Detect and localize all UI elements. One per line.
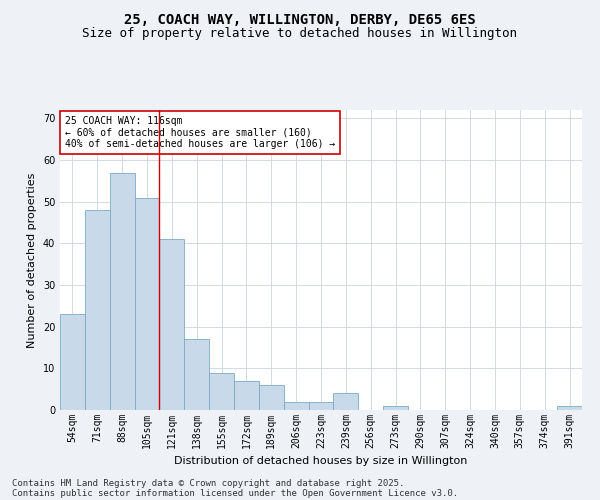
Bar — [60, 314, 85, 410]
Text: Size of property relative to detached houses in Willington: Size of property relative to detached ho… — [83, 28, 517, 40]
Bar — [383, 406, 408, 410]
Bar — [557, 406, 582, 410]
Bar — [308, 402, 334, 410]
Bar — [184, 339, 209, 410]
Bar — [134, 198, 160, 410]
Bar — [110, 172, 134, 410]
Bar — [334, 394, 358, 410]
X-axis label: Distribution of detached houses by size in Willington: Distribution of detached houses by size … — [175, 456, 467, 466]
Text: Contains public sector information licensed under the Open Government Licence v3: Contains public sector information licen… — [12, 488, 458, 498]
Bar — [160, 239, 184, 410]
Bar — [259, 385, 284, 410]
Bar — [85, 210, 110, 410]
Bar — [234, 381, 259, 410]
Bar — [209, 372, 234, 410]
Text: Contains HM Land Registry data © Crown copyright and database right 2025.: Contains HM Land Registry data © Crown c… — [12, 478, 404, 488]
Text: 25 COACH WAY: 116sqm
← 60% of detached houses are smaller (160)
40% of semi-deta: 25 COACH WAY: 116sqm ← 60% of detached h… — [65, 116, 335, 149]
Bar — [284, 402, 308, 410]
Text: 25, COACH WAY, WILLINGTON, DERBY, DE65 6ES: 25, COACH WAY, WILLINGTON, DERBY, DE65 6… — [124, 12, 476, 26]
Y-axis label: Number of detached properties: Number of detached properties — [27, 172, 37, 348]
